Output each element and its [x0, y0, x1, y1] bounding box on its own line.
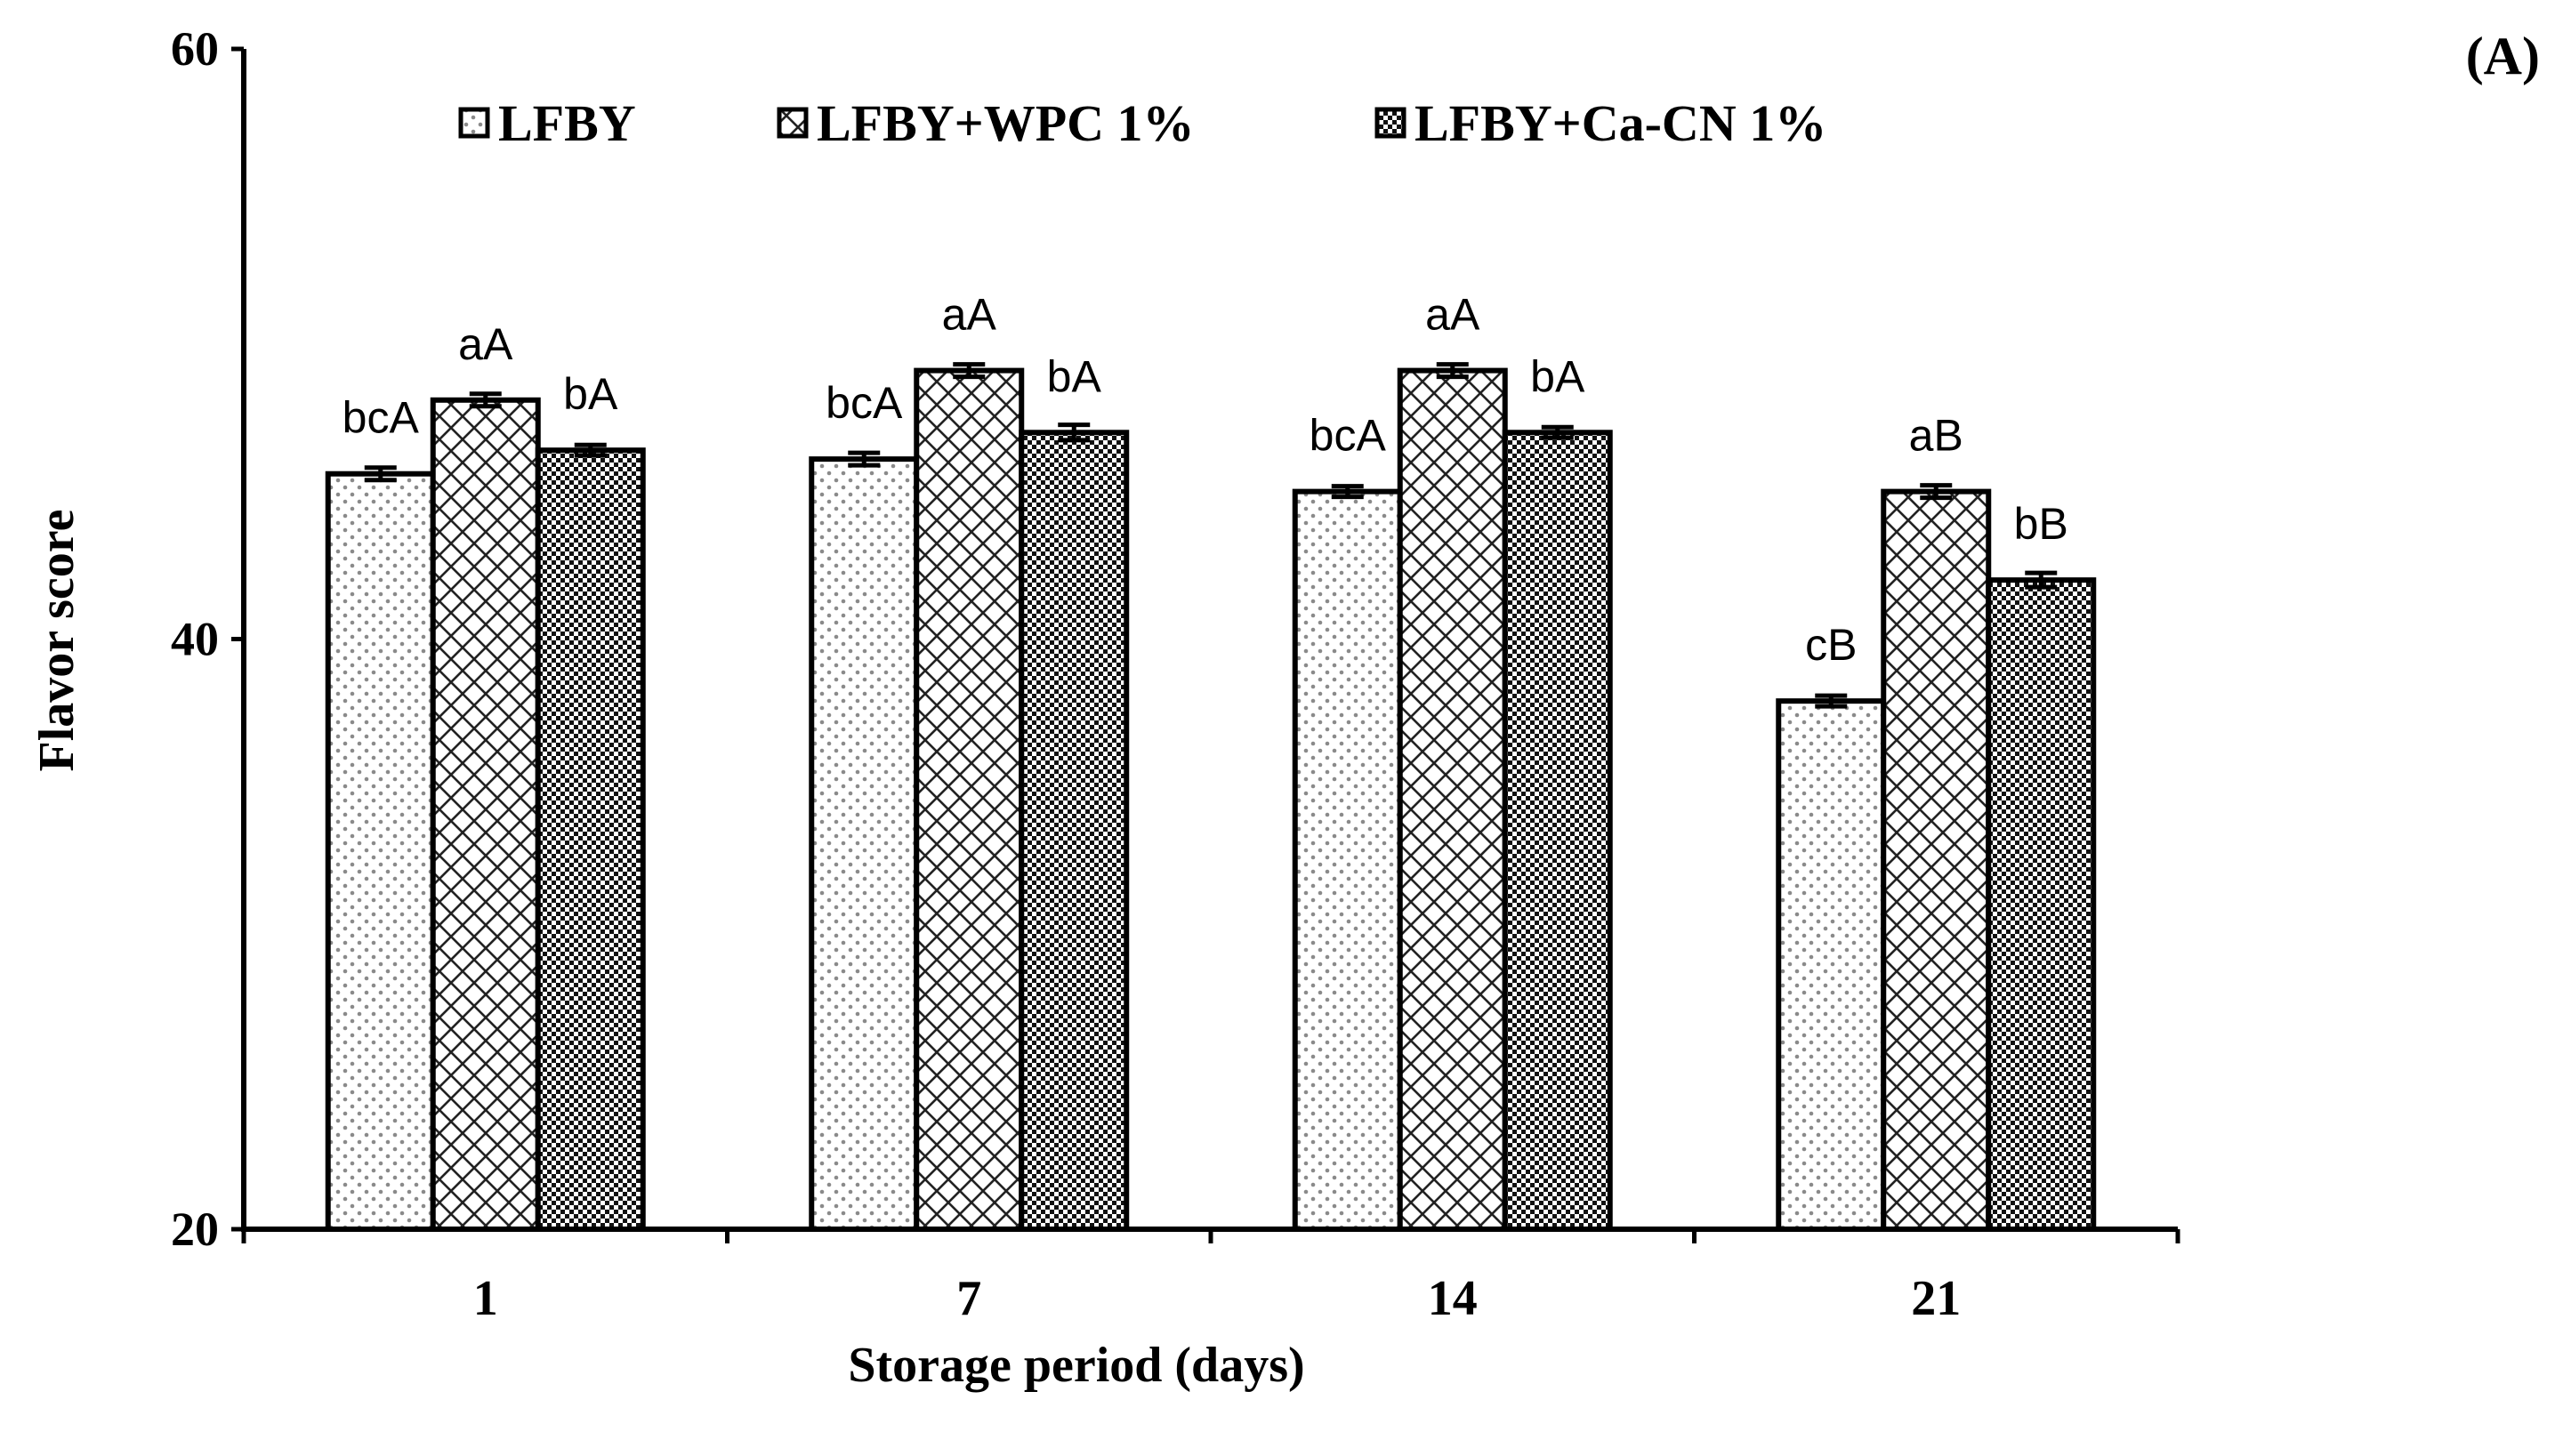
x-tick-label-1: 1	[473, 1271, 498, 1326]
data-label-lfby-wpc-1-day-14: aA	[1425, 290, 1480, 340]
y-tick-label-40: 40	[171, 613, 219, 666]
data-labels-layer: bcA aA bA bcA aA bA bcA aA bA cB aB bB	[343, 290, 2068, 671]
data-label-lfby-ca-cn-1-day-7: bA	[1047, 351, 1102, 401]
x-axis: 1 7 14 21	[241, 1227, 2180, 1326]
data-label-lfby-wpc-1-day-21: aB	[1909, 411, 1963, 461]
legend-swatch-lfby-wpc-1	[777, 107, 809, 139]
bar-lfby-wpc-1-day-1	[430, 397, 541, 1233]
bar-lfby-ca-cn-1-day-7	[1019, 430, 1130, 1232]
legend: LFBY LFBY+WPC 1% LFBY+Ca-CN 1%	[458, 94, 1826, 152]
data-label-lfby-day-21: cB	[1805, 620, 1857, 670]
x-axis-title: Storage period (days)	[848, 1338, 1304, 1393]
panel-label: (A)	[2466, 27, 2540, 85]
bar-lfby-day-1	[325, 471, 436, 1232]
data-label-lfby-day-14: bcA	[1310, 411, 1387, 461]
data-label-lfby-ca-cn-1-day-14: bA	[1530, 351, 1585, 401]
y-tick-label-60: 60	[171, 22, 219, 76]
legend-swatch-lfby	[458, 107, 490, 139]
bar-lfby-wpc-1-day-21	[1881, 488, 1992, 1232]
x-tick-label-21: 21	[1911, 1271, 1961, 1326]
data-label-lfby-ca-cn-1-day-1: bA	[563, 369, 618, 419]
bar-lfby-ca-cn-1-day-21	[1986, 577, 2097, 1232]
data-label-lfby-day-1: bcA	[343, 393, 420, 443]
bar-lfby-wpc-1-day-7	[914, 367, 1025, 1233]
bar-lfby-day-14	[1292, 488, 1403, 1232]
y-axis-title: Flavor score	[29, 510, 85, 772]
bars-layer	[325, 362, 2097, 1233]
data-label-lfby-ca-cn-1-day-21: bB	[2014, 499, 2068, 549]
bar-lfby-ca-cn-1-day-1	[535, 447, 646, 1232]
y-tick-label-20: 20	[171, 1203, 219, 1256]
legend-label-lfby: LFBY	[498, 94, 636, 152]
legend-label-lfby-ca-cn-1: LFBY+Ca-CN 1%	[1414, 94, 1826, 152]
data-label-lfby-wpc-1-day-1: aA	[458, 319, 513, 369]
bar-lfby-wpc-1-day-14	[1397, 367, 1508, 1233]
y-axis: 20 40 60	[171, 22, 246, 1256]
data-label-lfby-wpc-1-day-7: aA	[942, 290, 997, 340]
x-tick-label-7: 7	[956, 1271, 981, 1326]
bar-lfby-day-21	[1776, 698, 1887, 1232]
x-tick-label-14: 14	[1428, 1271, 1478, 1326]
legend-swatch-lfby-ca-cn-1	[1374, 107, 1406, 139]
bar-lfby-day-7	[809, 456, 920, 1232]
legend-label-lfby-wpc-1: LFBY+WPC 1%	[817, 94, 1195, 152]
data-label-lfby-day-7: bcA	[826, 378, 903, 428]
bar-lfby-ca-cn-1-day-14	[1502, 430, 1613, 1232]
